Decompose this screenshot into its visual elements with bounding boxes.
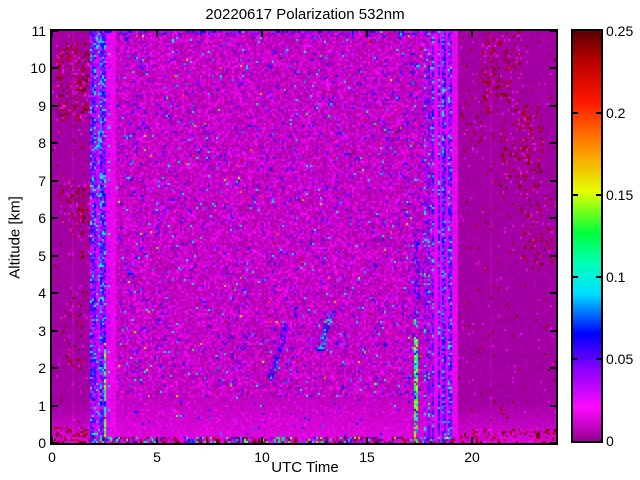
- y-tick-mark: [550, 67, 556, 69]
- colorbar-tick-label: 0.2: [606, 105, 626, 121]
- x-tick-label: 0: [48, 449, 56, 465]
- x-tick-mark: [471, 31, 473, 37]
- y-tick-mark: [52, 442, 58, 444]
- x-tick-label: 10: [254, 449, 270, 465]
- colorbar-tick-mark: [596, 112, 601, 114]
- y-tick-label: 6: [38, 210, 46, 227]
- x-tick-mark: [366, 31, 368, 37]
- colorbar-tick-label: 0: [606, 433, 614, 449]
- y-tick-mark: [52, 142, 58, 144]
- y-tick-label: 2: [38, 360, 46, 377]
- plot-area: [50, 29, 558, 445]
- plot-title: 20220617 Polarization 532nm: [205, 6, 405, 23]
- x-tick-mark: [261, 437, 263, 443]
- colorbar-tick-mark: [573, 276, 578, 278]
- x-tick-label: 5: [153, 449, 161, 465]
- y-tick-mark: [52, 180, 58, 182]
- y-tick-label: 3: [38, 322, 46, 339]
- colorbar-tick-label: 0.15: [606, 187, 634, 203]
- colorbar-canvas: [573, 31, 601, 441]
- colorbar-tick-label: 0.25: [606, 23, 634, 39]
- y-tick-mark: [550, 330, 556, 332]
- y-tick-mark: [550, 30, 556, 32]
- y-tick-mark: [52, 255, 58, 257]
- y-tick-label: 10: [30, 60, 46, 77]
- x-tick-label: 20: [464, 449, 480, 465]
- colorbar-tick-mark: [596, 194, 601, 196]
- colorbar: [571, 29, 603, 443]
- y-tick-mark: [52, 67, 58, 69]
- y-tick-mark: [550, 292, 556, 294]
- y-tick-mark: [550, 180, 556, 182]
- x-tick-mark: [261, 31, 263, 37]
- colorbar-tick-mark: [573, 194, 578, 196]
- y-tick-mark: [52, 330, 58, 332]
- y-tick-label: 4: [38, 285, 46, 302]
- y-tick-mark: [52, 405, 58, 407]
- y-tick-label: 9: [38, 97, 46, 114]
- colorbar-tick-mark: [573, 112, 578, 114]
- y-tick-label: 7: [38, 172, 46, 189]
- x-tick-mark: [51, 31, 53, 37]
- y-tick-label: 5: [38, 247, 46, 264]
- y-tick-mark: [550, 217, 556, 219]
- y-tick-label: 0: [38, 435, 46, 451]
- y-tick-mark: [550, 442, 556, 444]
- y-tick-label: 8: [38, 135, 46, 152]
- colorbar-tick-label: 0.05: [606, 351, 634, 367]
- x-tick-mark: [471, 437, 473, 443]
- y-tick-mark: [52, 367, 58, 369]
- y-tick-mark: [550, 405, 556, 407]
- x-axis-label: UTC Time: [271, 459, 339, 476]
- colorbar-tick-mark: [596, 358, 601, 360]
- y-tick-mark: [550, 255, 556, 257]
- x-tick-mark: [156, 437, 158, 443]
- y-tick-mark: [52, 292, 58, 294]
- y-tick-mark: [52, 217, 58, 219]
- colorbar-tick-label: 0.1: [606, 269, 626, 285]
- x-tick-mark: [366, 437, 368, 443]
- x-tick-mark: [156, 31, 158, 37]
- y-tick-mark: [550, 105, 556, 107]
- y-tick-label: 1: [38, 397, 46, 414]
- y-tick-mark: [550, 142, 556, 144]
- y-tick-mark: [550, 367, 556, 369]
- heatmap-canvas: [52, 31, 556, 443]
- y-tick-mark: [52, 105, 58, 107]
- y-tick-mark: [52, 30, 58, 32]
- colorbar-tick-mark: [596, 276, 601, 278]
- x-tick-mark: [51, 437, 53, 443]
- x-tick-label: 15: [359, 449, 375, 465]
- colorbar-tick-mark: [573, 358, 578, 360]
- y-tick-label: 11: [31, 23, 46, 39]
